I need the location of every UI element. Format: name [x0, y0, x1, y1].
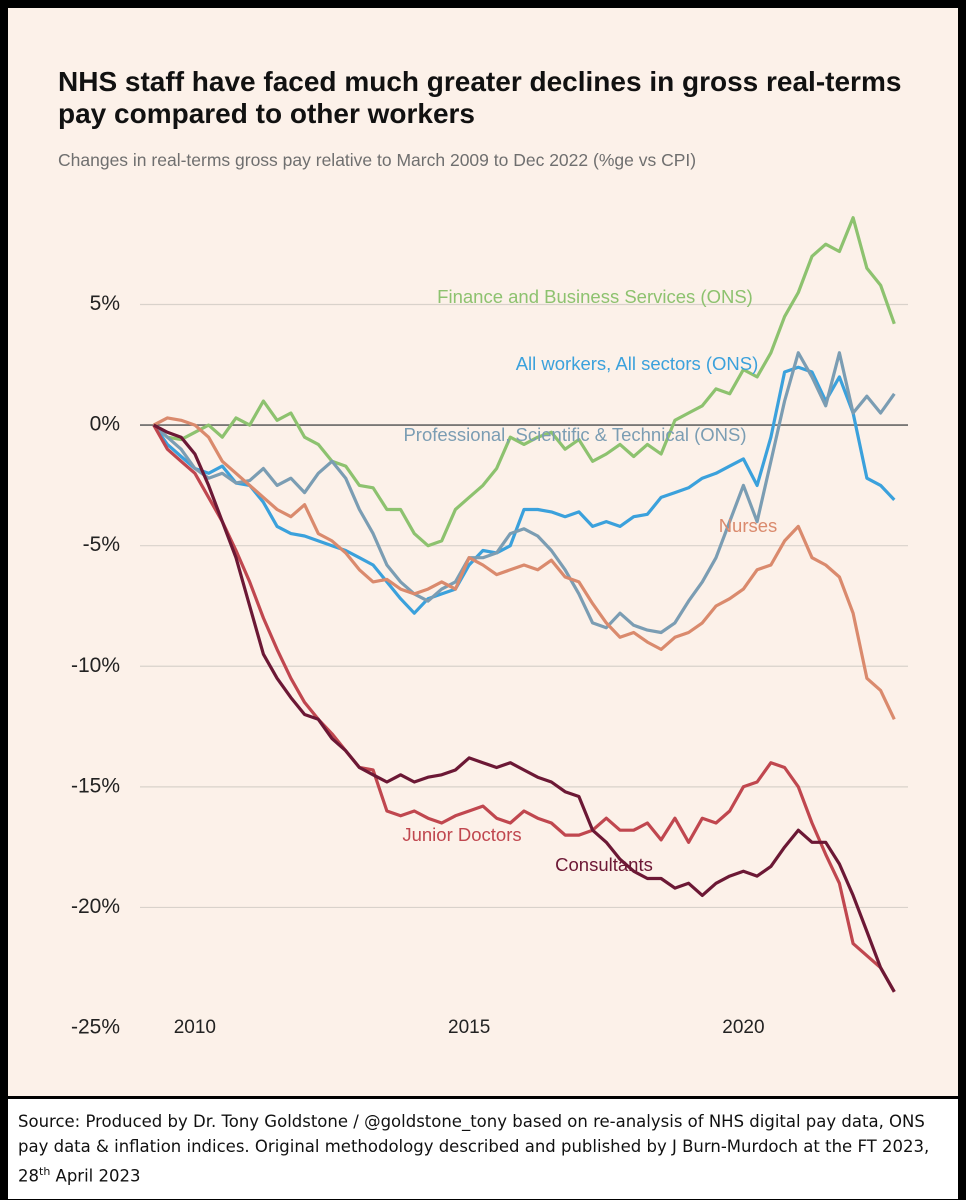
y-tick-label: -10%	[71, 654, 120, 677]
series-line	[152, 351, 896, 635]
series-label: Finance and Business Services (ONS)	[437, 286, 753, 307]
series-line	[152, 416, 896, 720]
source-superscript: th	[39, 1165, 51, 1178]
x-tick-label: 2010	[174, 1017, 216, 1038]
chart-subtitle: Changes in real-terms gross pay relative…	[58, 150, 697, 170]
chart: 5% 0% -5% -10% -15% -20% -25% 2010 2015 2020 Finan…	[71, 216, 908, 1039]
source-text: April 2023	[50, 1166, 141, 1186]
source-text: Source: Produced by Dr. Tony Goldstone /…	[18, 1112, 930, 1186]
y-tick-label: -5%	[83, 533, 120, 556]
x-tick-label: 2015	[448, 1017, 490, 1038]
series-line	[152, 424, 896, 993]
y-tick-label: -20%	[71, 895, 120, 918]
y-tick-label: 5%	[90, 292, 120, 315]
series-label: Nurses	[719, 515, 778, 536]
series-label: Consultants	[555, 854, 653, 875]
series-line	[152, 365, 896, 615]
x-tick-label: 2020	[722, 1017, 764, 1038]
series-line	[152, 216, 896, 548]
series-line	[152, 423, 896, 993]
series-label: Junior Doctors	[402, 824, 521, 845]
y-tick-label: -25%	[71, 1016, 120, 1039]
source-note: Source: Produced by Dr. Tony Goldstone /…	[8, 1096, 958, 1199]
series-label: Professional, Scientific & Technical (ON…	[403, 424, 746, 445]
y-tick-label: -15%	[71, 774, 120, 797]
series-label: All workers, All sectors (ONS)	[516, 353, 759, 374]
y-tick-label: 0%	[90, 413, 120, 436]
chart-title: NHS staff have faced much greater declin…	[58, 66, 902, 129]
